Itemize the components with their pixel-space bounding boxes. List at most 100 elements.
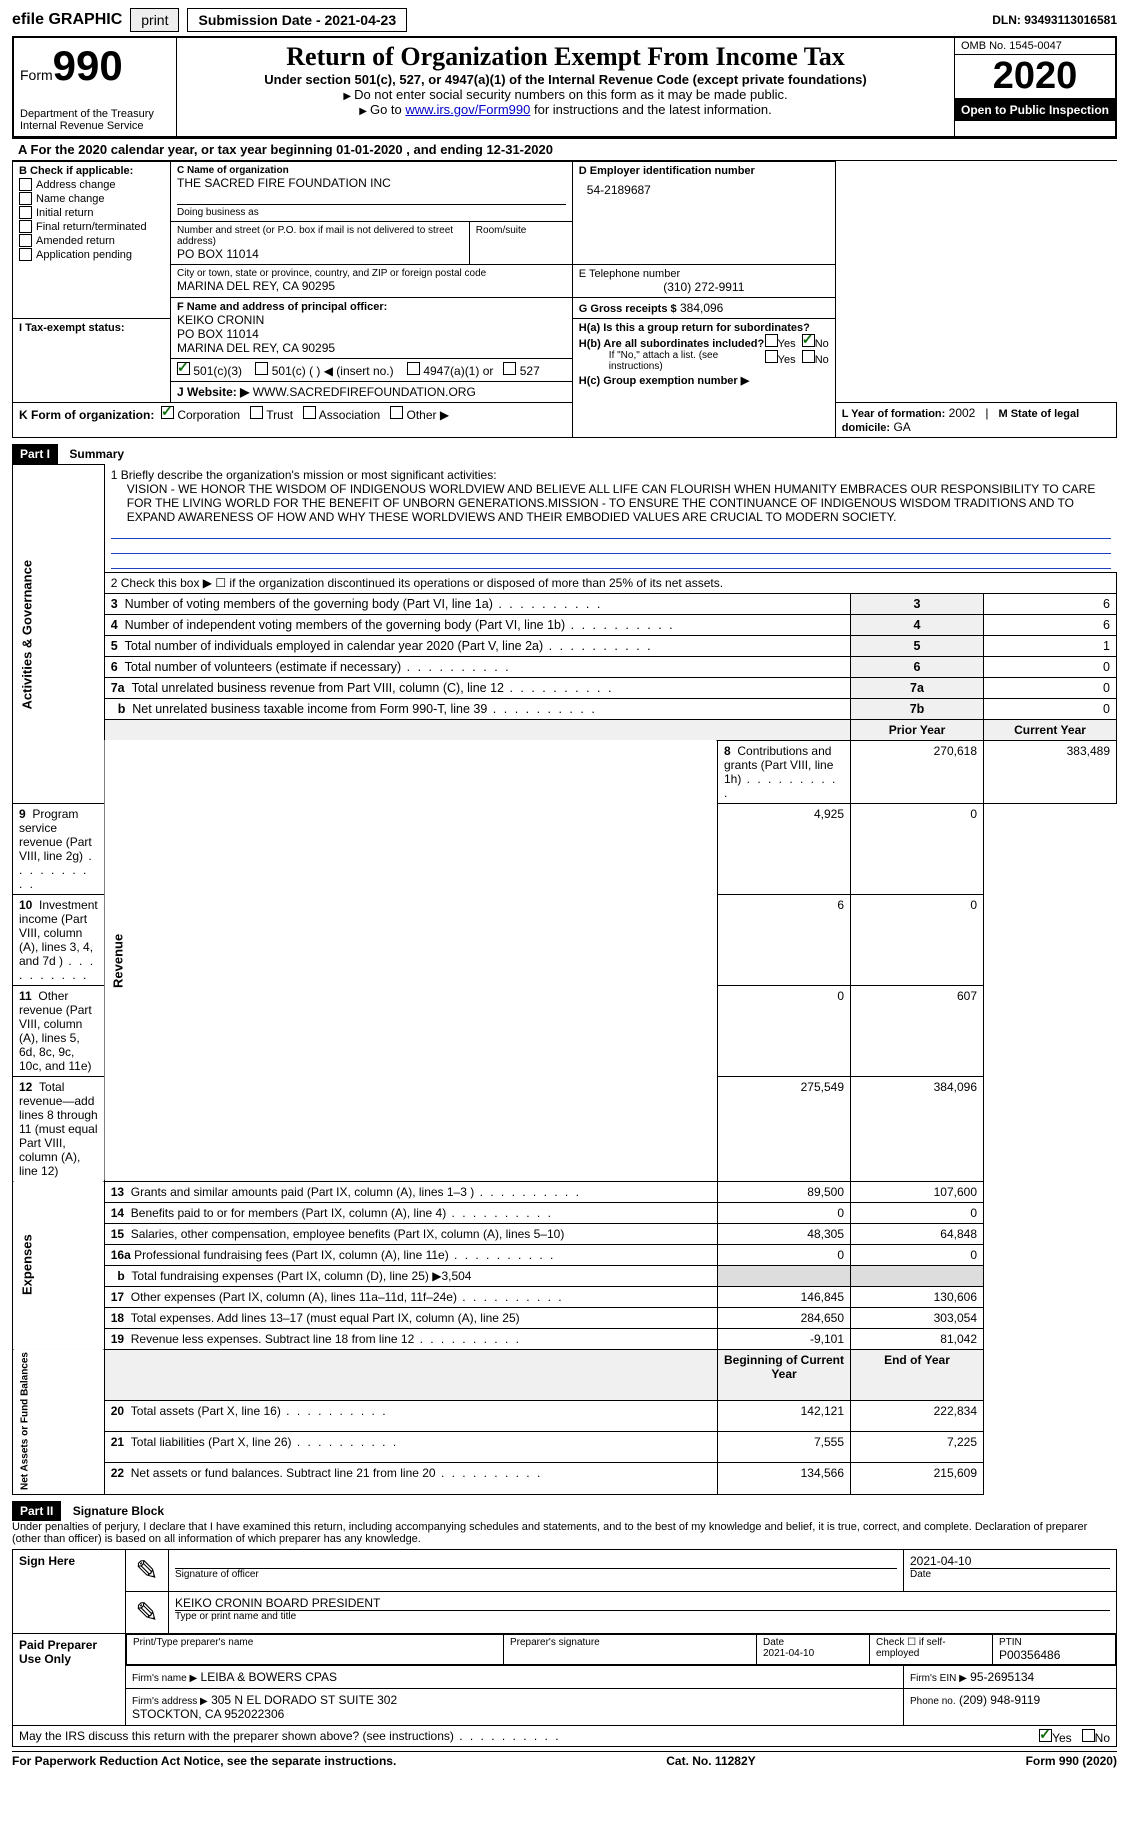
vlabel-governance: Activities & Governance — [13, 465, 105, 804]
mission-label: 1 Briefly describe the organization's mi… — [111, 468, 1111, 482]
paid-preparer-label: Paid Preparer Use Only — [13, 1633, 126, 1725]
prep-print-label: Print/Type preparer's name — [133, 1637, 497, 1648]
lp: 275,549 — [718, 1076, 851, 1181]
lt: Revenue less expenses. Subtract line 18 … — [131, 1332, 521, 1346]
sig-date: 2021-04-10 — [910, 1554, 1110, 1568]
sign-here-label: Sign Here — [13, 1549, 126, 1633]
firm-addr-label: Firm's address ▶ — [132, 1696, 208, 1707]
discuss-text: May the IRS discuss this return with the… — [19, 1729, 561, 1743]
lv: 1 — [984, 635, 1117, 656]
top-bar: efile GRAPHIC print Submission Date - 20… — [12, 8, 1117, 32]
lp: 7,555 — [718, 1432, 851, 1463]
cb-address-change[interactable] — [19, 178, 32, 191]
lt: Total assets (Part X, line 16) — [131, 1404, 388, 1418]
dept-label: Department of the Treasury Internal Reve… — [20, 108, 170, 132]
cb-application-pending[interactable] — [19, 248, 32, 261]
section-c-label: C Name of organization — [177, 165, 566, 176]
perjury-text: Under penalties of perjury, I declare th… — [12, 1521, 1117, 1545]
cb-501c3[interactable] — [177, 362, 190, 375]
street-value: PO BOX 11014 — [177, 247, 463, 261]
opt-other: Other ▶ — [407, 408, 450, 422]
cb-4947[interactable] — [407, 362, 420, 375]
ln: b — [117, 1269, 124, 1283]
cb-527[interactable] — [503, 362, 516, 375]
hb-no[interactable] — [802, 350, 815, 363]
lt: Number of voting members of the governin… — [125, 597, 603, 611]
opt-assoc: Association — [319, 408, 380, 422]
cb-501c[interactable] — [255, 362, 268, 375]
phone-value: (310) 272-9911 — [579, 280, 829, 294]
yes-label: Yes — [1052, 1731, 1072, 1745]
discuss-yes[interactable] — [1039, 1729, 1052, 1742]
efile-label: efile GRAPHIC — [12, 11, 122, 29]
prep-self-label: Check ☐ if self-employed — [876, 1637, 986, 1659]
discuss-no[interactable] — [1082, 1729, 1095, 1742]
signature-table: Sign Here ✎ Signature of officer 2021-04… — [12, 1549, 1117, 1726]
lr: 4 — [851, 614, 984, 635]
goto-suffix: for instructions and the latest informat… — [530, 102, 771, 117]
cb-label: Final return/terminated — [36, 221, 147, 233]
lp: -9,101 — [718, 1328, 851, 1349]
lc: 7,225 — [851, 1432, 984, 1463]
print-button[interactable]: print — [130, 8, 179, 32]
lc: 107,600 — [851, 1181, 984, 1202]
lt: Total liabilities (Part X, line 26) — [131, 1435, 398, 1449]
discuss-line: May the IRS discuss this return with the… — [12, 1726, 1117, 1747]
cb-trust[interactable] — [250, 406, 263, 419]
part2-header-row: Part II Signature Block — [12, 1495, 1117, 1521]
signer-name-label: Type or print name and title — [175, 1610, 1110, 1622]
sig-officer-label: Signature of officer — [175, 1568, 897, 1580]
ln: b — [118, 702, 126, 716]
footer-center: Cat. No. 11282Y — [666, 1754, 755, 1768]
cb-corp[interactable] — [161, 406, 174, 419]
hb-yes[interactable] — [765, 350, 778, 363]
line-j-label: J Website: ▶ — [177, 385, 249, 399]
a-mid: , and ending — [406, 142, 486, 157]
part1-header: Part I — [12, 444, 58, 464]
lt: Total revenue—add lines 8 through 11 (mu… — [19, 1080, 98, 1178]
dln-number: DLN: 93493113016581 — [992, 13, 1117, 27]
no-label: No — [815, 338, 829, 350]
lt: Grants and similar amounts paid (Part IX… — [131, 1185, 581, 1199]
prep-sig-label: Preparer's signature — [510, 1637, 750, 1648]
lt: Total expenses. Add lines 13–17 (must eq… — [131, 1311, 520, 1325]
cb-name-change[interactable] — [19, 192, 32, 205]
lv: 0 — [984, 656, 1117, 677]
cb-amended-return[interactable] — [19, 234, 32, 247]
ln: 15 — [111, 1227, 124, 1241]
lv: 6 — [984, 593, 1117, 614]
ln: 14 — [111, 1206, 124, 1220]
line-i-label: I Tax-exempt status: — [19, 322, 164, 334]
part1-title: Summary — [61, 447, 124, 461]
ln: 13 — [111, 1185, 124, 1199]
firm-ein-label: Firm's EIN ▶ — [910, 1673, 967, 1684]
ln: 20 — [111, 1404, 124, 1418]
summary-table: Activities & Governance 1 Briefly descri… — [12, 464, 1117, 1495]
entity-block: B Check if applicable: Address change Na… — [12, 161, 1117, 438]
lc: 130,606 — [851, 1286, 984, 1307]
line-k-label: K Form of organization: — [19, 408, 154, 422]
prior-header: Prior Year — [851, 719, 984, 740]
hc-label: H(c) Group exemption number ▶ — [579, 374, 829, 387]
ha-no[interactable] — [802, 334, 815, 347]
cb-assoc[interactable] — [303, 406, 316, 419]
website-value: WWW.SACREDFIREFOUNDATION.ORG — [253, 385, 476, 399]
ptin-label: PTIN — [999, 1637, 1109, 1648]
ln: 7a — [111, 681, 125, 695]
lt: Net assets or fund balances. Subtract li… — [131, 1466, 543, 1480]
cb-final-return[interactable] — [19, 220, 32, 233]
gross-receipts: 384,096 — [680, 301, 723, 315]
ha-yes[interactable] — [765, 334, 778, 347]
lt: Total fundraising expenses (Part IX, col… — [131, 1269, 471, 1283]
prep-date-label: Date — [763, 1637, 863, 1648]
cb-initial-return[interactable] — [19, 206, 32, 219]
firm-name: LEIBA & BOWERS CPAS — [201, 1670, 338, 1684]
part1-header-row: Part I Summary — [12, 438, 1117, 464]
lt: Benefits paid to or for members (Part IX… — [131, 1206, 553, 1220]
sig-date-label: Date — [910, 1568, 1110, 1580]
street-label: Number and street (or P.O. box if mail i… — [177, 225, 463, 247]
form990-link[interactable]: www.irs.gov/Form990 — [405, 102, 530, 117]
lp: 270,618 — [851, 740, 984, 803]
cb-other[interactable] — [390, 406, 403, 419]
lc: 303,054 — [851, 1307, 984, 1328]
